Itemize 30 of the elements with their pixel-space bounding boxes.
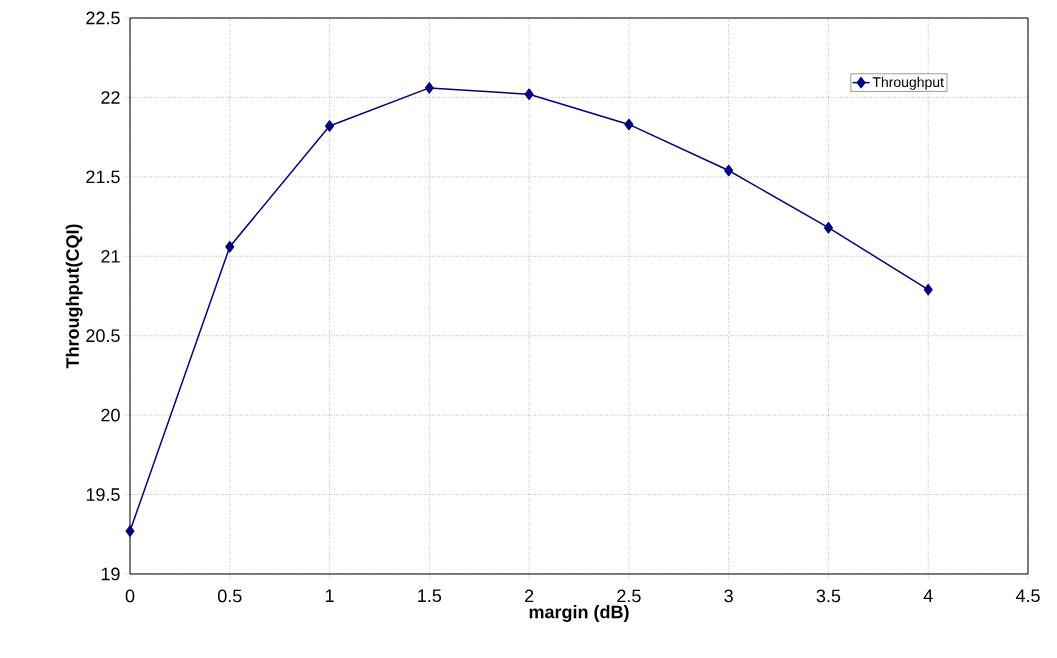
x-tick-label: 4.5 — [1015, 589, 1040, 603]
y-tick-label: 21 — [101, 249, 120, 263]
point — [325, 120, 335, 132]
point — [125, 525, 135, 537]
x-tick-label: 1.5 — [418, 589, 442, 603]
point — [624, 118, 634, 131]
y-tick-label: 22 — [101, 91, 120, 104]
x-tick-label: 3.5 — [816, 589, 841, 603]
x-tick-label: 2 — [525, 589, 534, 603]
point — [225, 241, 235, 253]
x-tick-label: 1 — [325, 589, 334, 602]
x-axis-title: margin (dB) — [529, 605, 629, 622]
point — [524, 88, 534, 100]
x-tick-label: 2.5 — [617, 589, 641, 603]
x-tick-label: 0 — [125, 589, 135, 603]
x-tick-label: 0.5 — [217, 589, 242, 603]
point — [724, 164, 734, 177]
y-tick-label: 20 — [101, 408, 120, 422]
point — [424, 82, 434, 94]
legend-label: Throughput — [872, 76, 944, 90]
y-tick-label: 19 — [101, 567, 120, 581]
y-tick-label: 20.5 — [86, 329, 120, 343]
y-axis-title: Throughput(CQI) — [65, 224, 83, 369]
point — [923, 283, 933, 296]
y-tick-label: 22.5 — [86, 11, 120, 25]
y-tick-label: 19.5 — [86, 488, 120, 501]
x-tick-label: 3 — [724, 589, 733, 603]
point — [823, 221, 833, 234]
x-tick-label: 4 — [923, 589, 933, 602]
y-tick-label: 21.5 — [86, 170, 120, 184]
